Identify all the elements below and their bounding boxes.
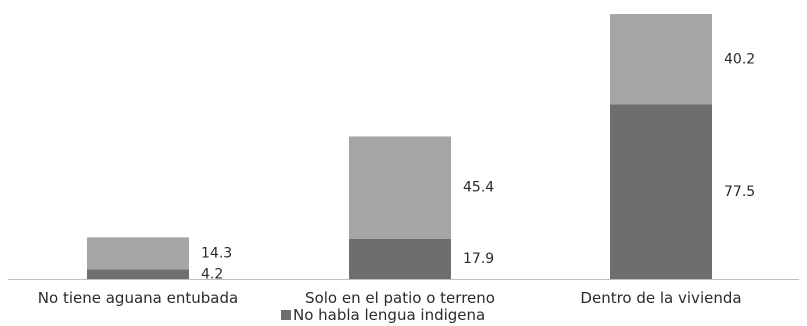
value-label: 45.4 <box>463 180 494 196</box>
category-label: No tiene aguana entubada <box>38 289 238 307</box>
value-label: 40.2 <box>724 51 755 67</box>
value-label: 77.5 <box>724 184 755 200</box>
category-label: Solo en el patio o terreno <box>305 289 495 307</box>
bar-segment-no-habla-0 <box>87 269 189 279</box>
legend-label: No habla lengua indigena <box>293 306 485 324</box>
bar-segment-series2-2 <box>610 14 712 105</box>
category-labels-group: No tiene aguana entubada Solo en el patio… <box>38 289 742 307</box>
bars-group <box>87 14 712 280</box>
bar-segment-no-habla-2 <box>610 104 712 280</box>
value-label: 17.9 <box>463 251 494 267</box>
bar-segment-series2-0 <box>87 237 189 270</box>
bar-segment-series2-1 <box>349 136 451 239</box>
bar-segment-no-habla-1 <box>349 238 451 279</box>
value-label: 4.2 <box>201 266 223 282</box>
legend-swatch <box>281 310 291 320</box>
value-labels-group: 4.2 17.9 77.5 14.3 45.4 40.2 <box>201 51 755 282</box>
category-label: Dentro de la vivienda <box>580 289 741 307</box>
value-label: 14.3 <box>201 245 232 261</box>
legend: No habla lengua indigena <box>281 306 485 324</box>
